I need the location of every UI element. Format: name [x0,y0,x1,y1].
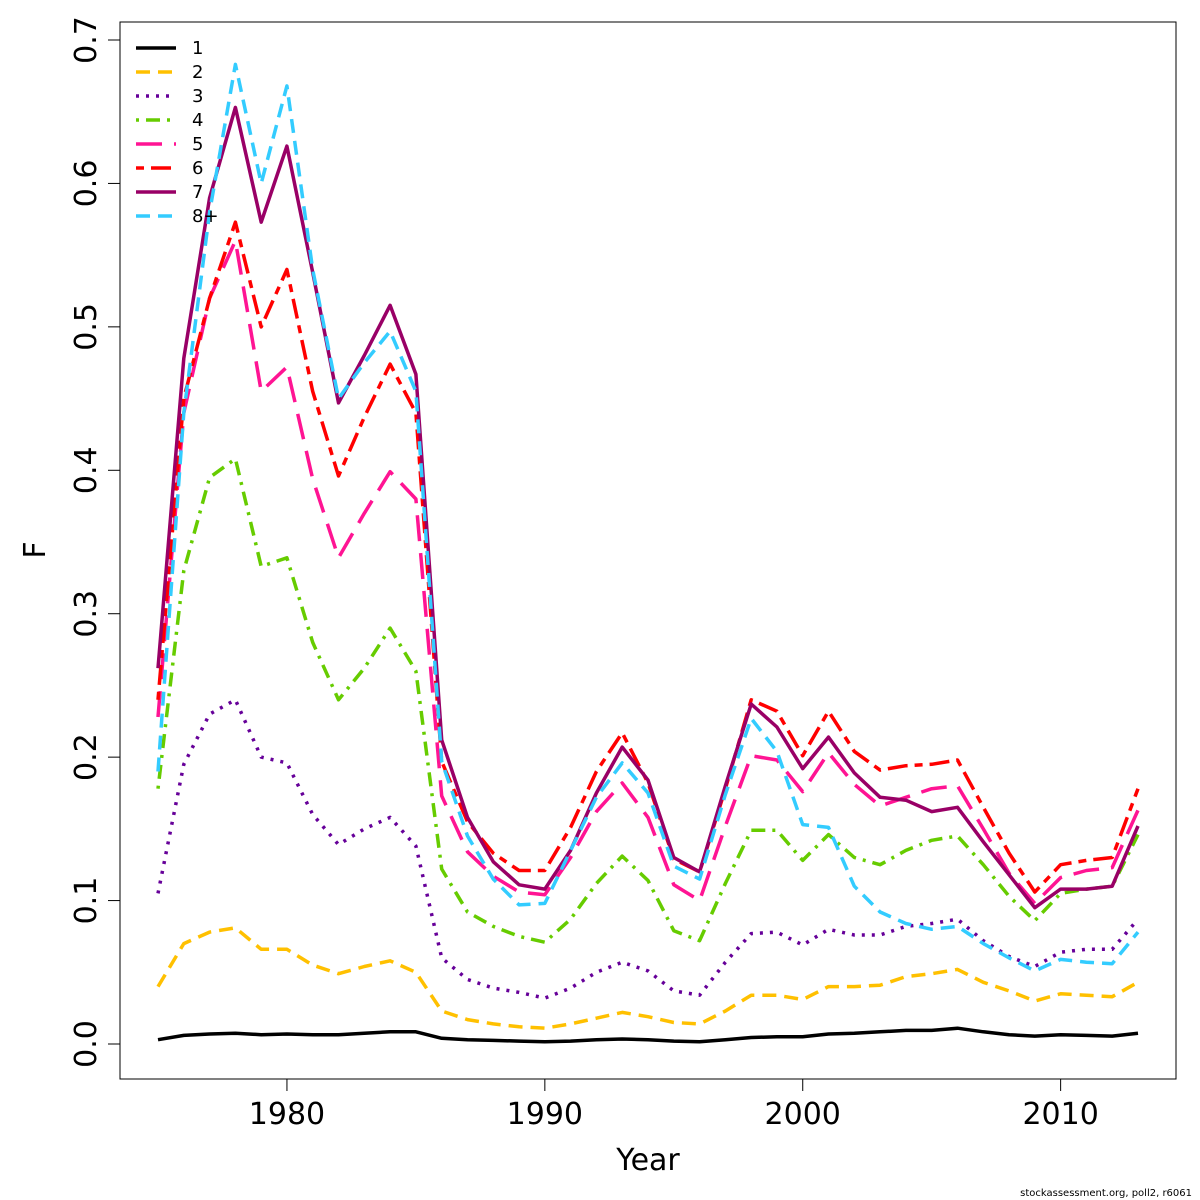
y-tick-label: 0.2 [69,733,104,781]
y-tick-label: 0.3 [69,590,104,638]
series-line-1 [157,1026,1139,1044]
y-axis-title: F [18,541,53,558]
y-tick-label: 0.4 [69,446,104,494]
footer-credit: stockassessment.org, poll2, r6061 [1020,1188,1192,1199]
legend-item: 6 [136,158,203,179]
series-line-4 [156,457,1140,944]
x-axis-title: Year [615,1143,680,1178]
legend-item: 7 [136,182,203,203]
legend-label: 2 [192,62,203,83]
x-tick-label: 1990 [507,1097,583,1132]
series-line-5 [156,239,1140,906]
legend: 1 2 3 4 5 6 7 8+ [136,38,219,227]
x-tick-label: 2010 [1022,1097,1098,1132]
axes: 1980 1990 2000 2010 0.0 0.1 0.2 0.3 0.4 0.5 0.6 0.7 [69,16,1099,1132]
legend-label: 7 [192,182,203,203]
legend-item: 3 [136,86,203,107]
x-tick-label: 1980 [249,1097,325,1132]
y-tick-label: 0.7 [69,16,104,64]
y-tick-label: 0.0 [69,1020,104,1068]
legend-label: 5 [192,134,203,155]
y-tick-label: 0.5 [69,303,104,351]
x-tick-label: 2000 [765,1097,841,1132]
legend-label: 6 [192,158,203,179]
series-line-3 [156,698,1140,1000]
legend-label: 4 [192,110,203,131]
y-tick-label: 0.6 [69,160,104,208]
legend-item: 1 [136,38,203,59]
legend-label: 8+ [192,206,219,227]
legend-label: 3 [192,86,203,107]
legend-item: 2 [136,62,203,83]
y-tick-label: 0.1 [69,877,104,925]
legend-item: 8+ [136,206,219,227]
series-layer [156,62,1140,1044]
legend-item: 5 [136,134,203,155]
series-line-8plus [156,62,1140,973]
legend-label: 1 [192,38,203,59]
legend-item: 4 [136,110,203,131]
series-line-2 [156,926,1139,1030]
